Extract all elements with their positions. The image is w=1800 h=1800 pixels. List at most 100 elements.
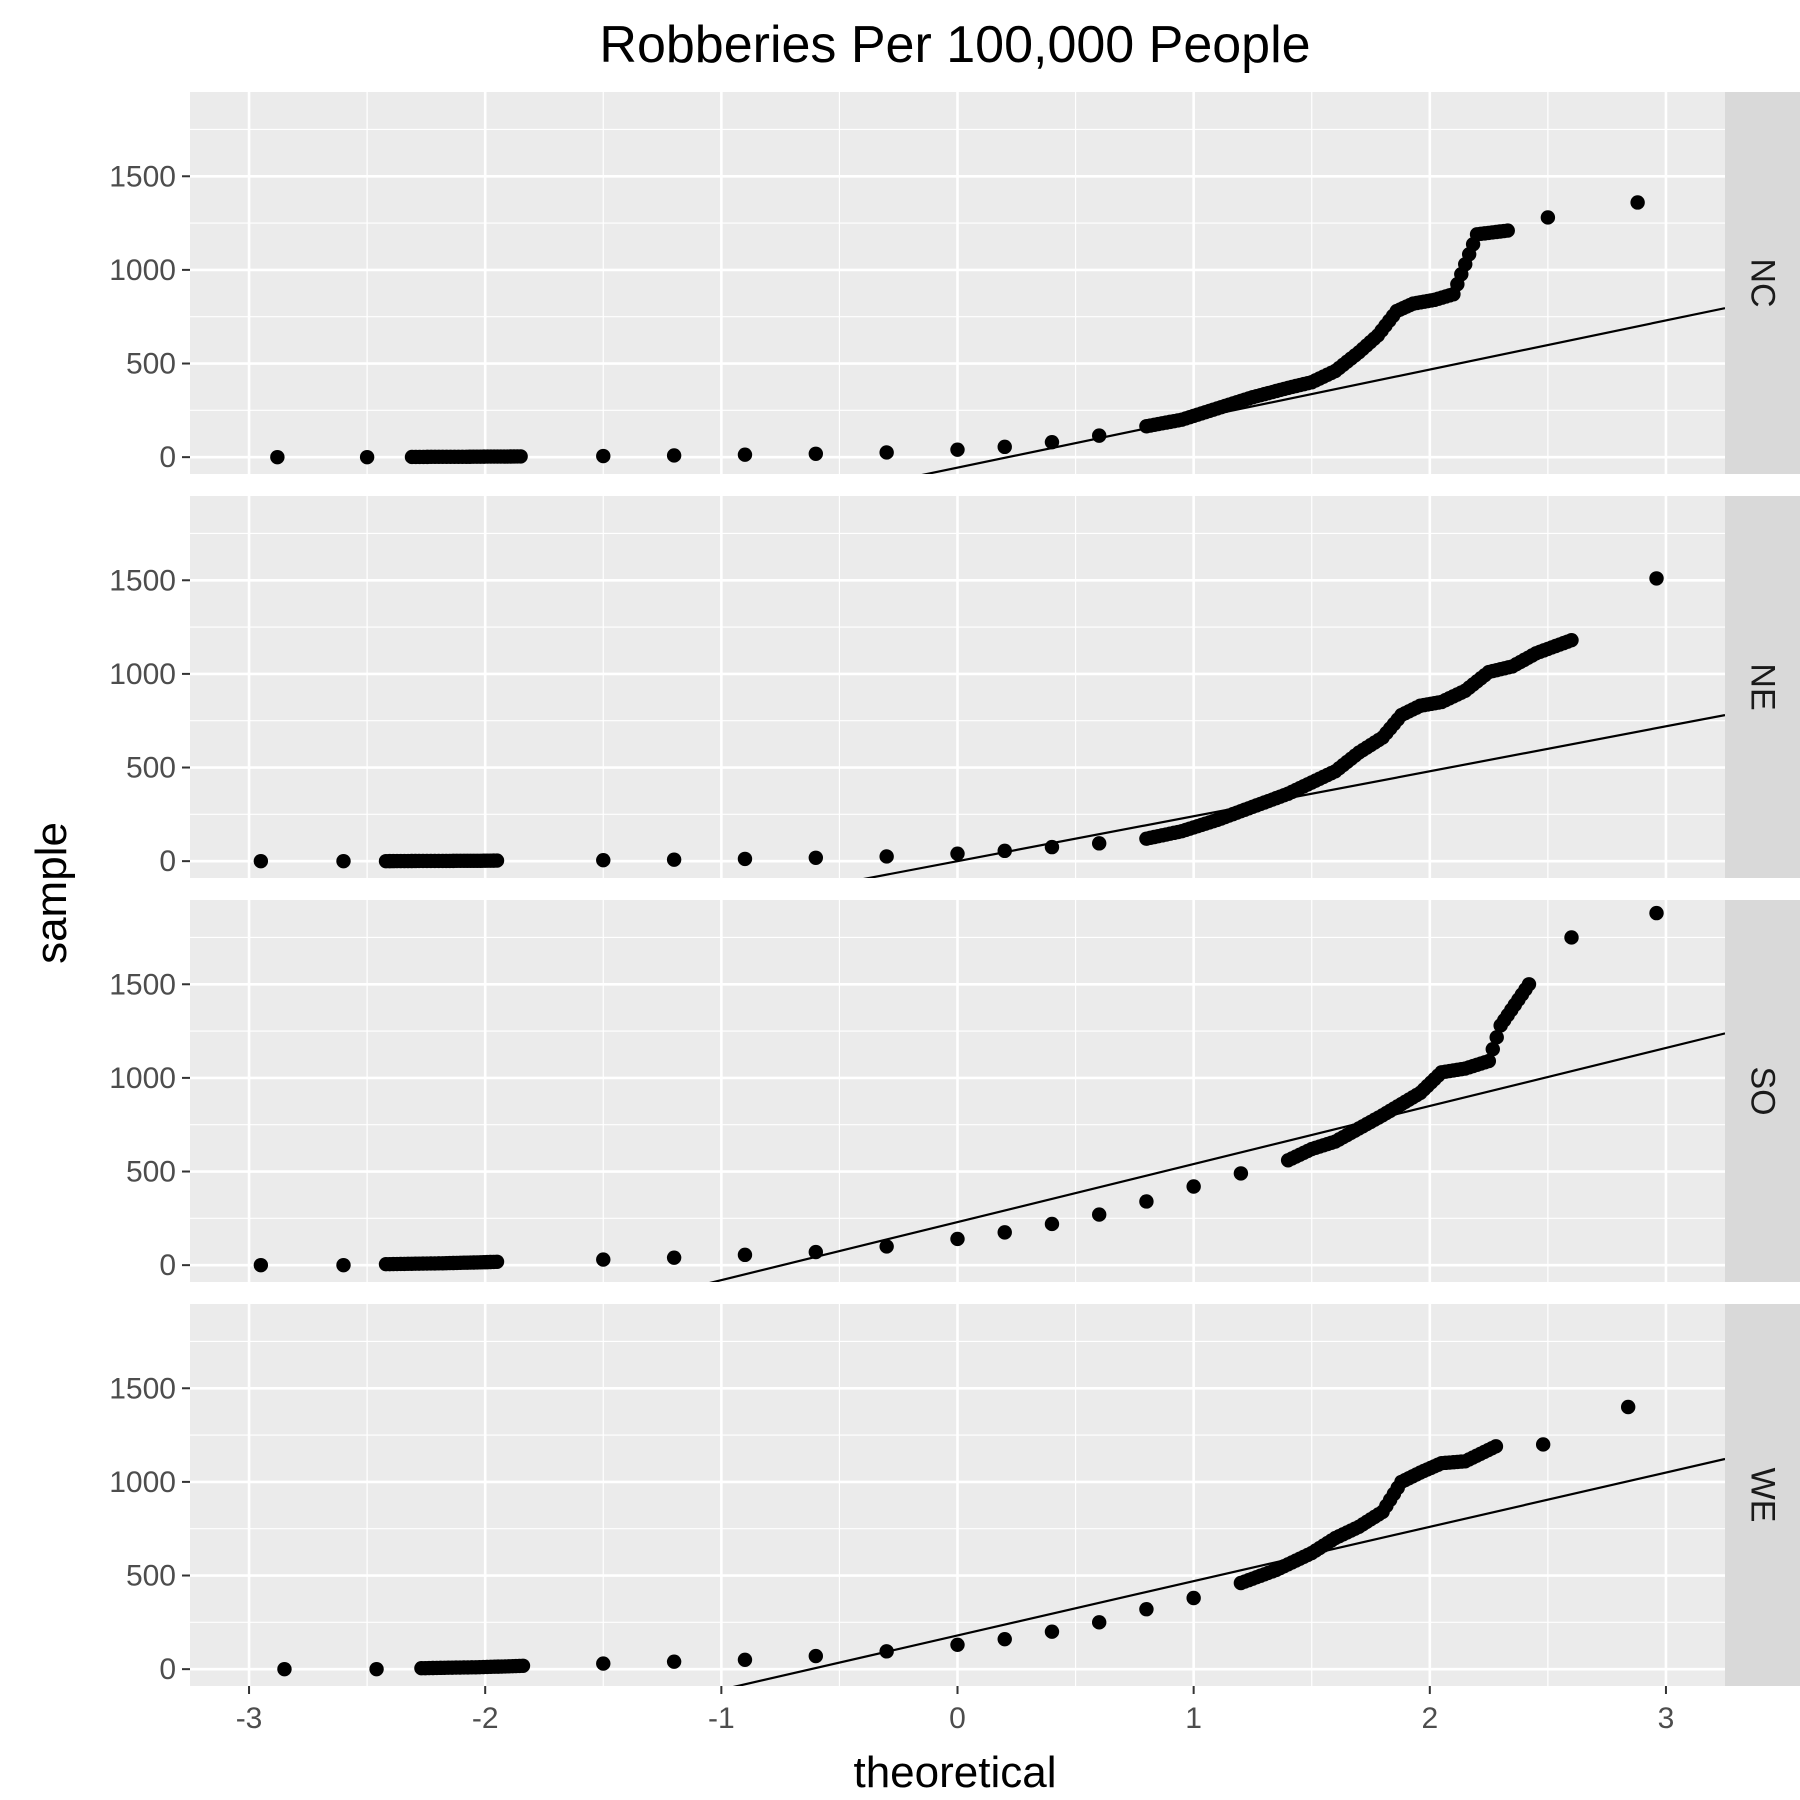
qq-reference-line: [732, 1457, 1725, 1686]
sample-point: [737, 1247, 753, 1263]
qq-reference-line: [863, 714, 1725, 878]
facet-strip-label: NE: [1744, 663, 1782, 710]
sample-point: [808, 1244, 824, 1260]
facet-panels: 0 500 1000 1500 NC 0 500 1000 1500 NE 0 500 1000 1500…: [109, 92, 1800, 1686]
sample-point: [997, 1631, 1012, 1647]
sample-point: [666, 1654, 682, 1669]
x-tick-label: -3: [236, 1702, 263, 1735]
sample-point: [277, 1661, 292, 1677]
y-tick-label: 500: [126, 1560, 176, 1593]
chart-title: Robberies Per 100,000 People: [599, 16, 1310, 74]
facet-panel-nc: 0 500 1000 1500 NC: [109, 92, 1800, 474]
sample-point: [950, 442, 965, 457]
facet-strip-label: WE: [1744, 1468, 1782, 1523]
sample-point: [369, 1661, 384, 1677]
sample-point: [1139, 1194, 1154, 1209]
sample-point: [596, 1656, 611, 1671]
sample-point: [270, 449, 285, 465]
sample-point: [515, 1658, 531, 1673]
x-axis-title: theoretical: [853, 1748, 1056, 1797]
facet-panel-so: 0 500 1000 1500 SO: [109, 900, 1800, 1282]
sample-point: [336, 853, 351, 869]
facet-panel-we: 0 500 1000 1500 WE: [109, 1304, 1800, 1686]
plot-area: [253, 571, 1725, 878]
sample-point: [879, 849, 894, 864]
sample-point: [1485, 1041, 1500, 1057]
sample-point: [253, 1257, 269, 1273]
sample-point: [1540, 210, 1556, 225]
sample-point: [1488, 1439, 1504, 1454]
sample-point: [737, 851, 753, 867]
x-axis: -3 -2 -1 0 1 2 3: [236, 1686, 1675, 1735]
x-tick-label: 0: [949, 1702, 966, 1735]
sample-point: [1186, 1179, 1201, 1194]
y-tick-label: 1000: [109, 1466, 176, 1499]
y-tick-label: 0: [159, 1249, 176, 1282]
x-tick-label: -2: [472, 1702, 499, 1735]
sample-point: [1186, 1590, 1201, 1606]
y-tick-label: 500: [126, 348, 176, 381]
sample-point: [1091, 1207, 1107, 1222]
sample-point: [997, 439, 1012, 455]
y-tick-label: 0: [159, 1653, 176, 1686]
sample-point: [1630, 195, 1645, 210]
y-tick-label: 1500: [109, 968, 176, 1001]
sample-point: [513, 449, 528, 464]
y-tick-label: 1500: [109, 1372, 176, 1405]
sample-point: [1139, 1602, 1154, 1617]
sample-point: [1521, 977, 1537, 992]
qq-reference-line: [921, 307, 1725, 474]
sample-point: [1564, 632, 1579, 648]
sample-point: [359, 449, 375, 465]
y-tick-label: 1500: [109, 564, 176, 597]
sample-point: [596, 448, 611, 464]
sample-point: [737, 447, 753, 462]
sample-point: [1500, 223, 1515, 238]
sample-point: [1564, 930, 1579, 945]
y-tick-label: 0: [159, 441, 176, 474]
x-tick-label: 2: [1421, 1702, 1438, 1735]
y-tick-label: 1000: [109, 1062, 176, 1095]
facet-strip: [1725, 92, 1800, 474]
sample-point: [950, 1637, 965, 1653]
facet-strip: [1725, 900, 1800, 1282]
sample-point: [1091, 1615, 1107, 1630]
facet-panel-ne: 0 500 1000 1500 NE: [109, 496, 1800, 878]
y-tick-label: 1000: [109, 254, 176, 287]
plot-area: [253, 905, 1725, 1282]
y-tick-label: 1000: [109, 658, 176, 691]
sample-point: [596, 1252, 611, 1267]
x-tick-label: 1: [1185, 1702, 1202, 1735]
sample-point: [950, 1231, 965, 1247]
facet-strip: [1725, 1304, 1800, 1686]
sample-point: [666, 852, 682, 867]
x-tick-label: 3: [1658, 1702, 1675, 1735]
sample-point: [1233, 1166, 1249, 1181]
sample-point: [1649, 905, 1664, 921]
sample-point: [879, 445, 894, 460]
sample-point: [737, 1652, 753, 1667]
sample-point: [1091, 836, 1107, 851]
y-tick-label: 1500: [109, 160, 176, 193]
sample-point: [1535, 1437, 1551, 1452]
sample-point: [1620, 1399, 1636, 1415]
qq-reference-line: [709, 1032, 1725, 1282]
sample-point: [997, 1225, 1012, 1240]
sample-point: [1044, 434, 1060, 450]
y-tick-label: 0: [159, 845, 176, 878]
facet-strip-label: NC: [1744, 258, 1782, 307]
sample-point: [1044, 839, 1060, 855]
sample-point: [1044, 1216, 1060, 1232]
sample-point: [666, 1250, 682, 1265]
sample-point: [879, 1239, 894, 1254]
sample-point: [253, 853, 269, 869]
sample-point: [808, 446, 824, 461]
y-tick-label: 500: [126, 752, 176, 785]
sample-point: [1489, 1030, 1504, 1045]
sample-point: [997, 843, 1012, 859]
sample-point: [1481, 1053, 1497, 1069]
sample-point: [1091, 428, 1107, 443]
sample-point: [336, 1257, 351, 1273]
sample-point: [1044, 1624, 1060, 1639]
